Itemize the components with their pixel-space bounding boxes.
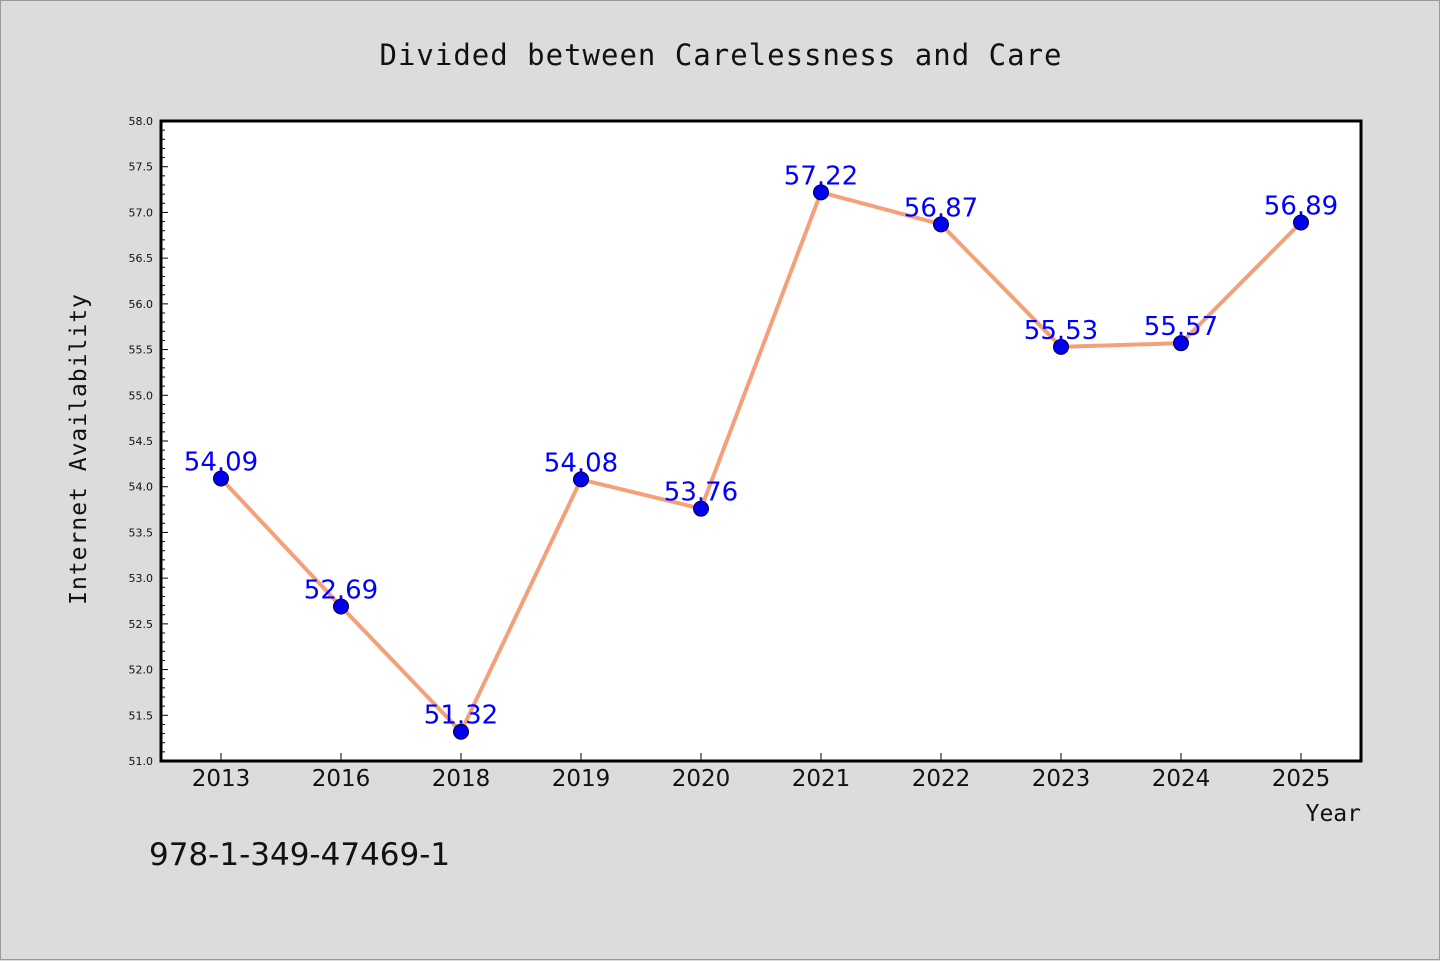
data-point — [1053, 338, 1069, 355]
markers-group — [213, 184, 1309, 740]
x-tick-label: 2020 — [672, 766, 731, 792]
y-tick-label: 57.5 — [129, 161, 154, 174]
x-tick-label: 2025 — [1272, 766, 1331, 792]
data-point — [453, 723, 469, 740]
x-axis-label: Year — [1306, 801, 1361, 827]
y-axis-label: Internet Availability — [66, 293, 92, 605]
data-label: 51.32 — [424, 701, 498, 731]
x-tick-label: 2022 — [912, 766, 971, 792]
data-point — [333, 598, 349, 615]
data-label: 53.76 — [664, 478, 738, 508]
y-tick-label: 51.0 — [129, 755, 154, 768]
plot-border — [159, 119, 1363, 763]
data-point — [213, 470, 229, 487]
plot-area — [161, 121, 1361, 761]
data-label: 55.57 — [1144, 312, 1218, 342]
x-tick-label: 2019 — [552, 766, 611, 792]
y-tick-label: 54.0 — [129, 481, 154, 494]
footnote-isbn: 978-1-349-47469-1 — [149, 837, 450, 873]
x-tick-label: 2018 — [432, 766, 491, 792]
y-tick-label: 52.0 — [129, 664, 154, 677]
y-tick-label: 56.0 — [129, 298, 154, 311]
y-tick-label: 52.5 — [129, 618, 154, 631]
series-line-group — [219, 190, 1303, 734]
y-tick-label: 56.5 — [129, 252, 154, 265]
x-tick-label: 2016 — [312, 766, 371, 792]
x-tick-label: 2024 — [1152, 766, 1211, 792]
data-point — [573, 471, 589, 488]
data-label: 57.22 — [784, 161, 858, 191]
data-label: 55.53 — [1024, 316, 1098, 346]
y-tick-label: 51.5 — [129, 709, 154, 722]
data-label: 56.87 — [904, 193, 978, 223]
data-point — [693, 500, 709, 517]
data-label: 54.08 — [544, 448, 618, 478]
data-labels-group: 54.09 52.69 51.32 54.08 53.76 57.22 56.87 55.53… — [184, 161, 1338, 730]
data-point — [1173, 335, 1189, 352]
chart-title: Divided between Carelessness and Care — [379, 38, 1062, 72]
series-line — [219, 190, 1303, 734]
data-label: 56.89 — [1264, 191, 1338, 221]
data-label: 54.09 — [184, 447, 258, 477]
x-tick-label: 2023 — [1032, 766, 1091, 792]
data-point — [933, 216, 949, 233]
y-tick-label: 57.0 — [129, 206, 154, 219]
x-tick-label: 2021 — [792, 766, 851, 792]
y-tick-label: 53.5 — [129, 526, 154, 539]
x-tick-label: 2013 — [192, 766, 251, 792]
x-axis-ticks: 2013 2016 2018 2019 2020 2021 2022 2023 2024 2025 — [192, 753, 1331, 792]
data-point — [1293, 214, 1309, 231]
y-tick-label: 55.0 — [129, 389, 154, 402]
y-tick-label: 55.5 — [129, 344, 154, 357]
data-point — [813, 184, 829, 201]
y-tick-label: 54.5 — [129, 435, 154, 448]
y-tick-label: 58.0 — [129, 115, 154, 128]
data-label: 52.69 — [304, 575, 378, 605]
y-tick-label: 53.0 — [129, 572, 154, 585]
